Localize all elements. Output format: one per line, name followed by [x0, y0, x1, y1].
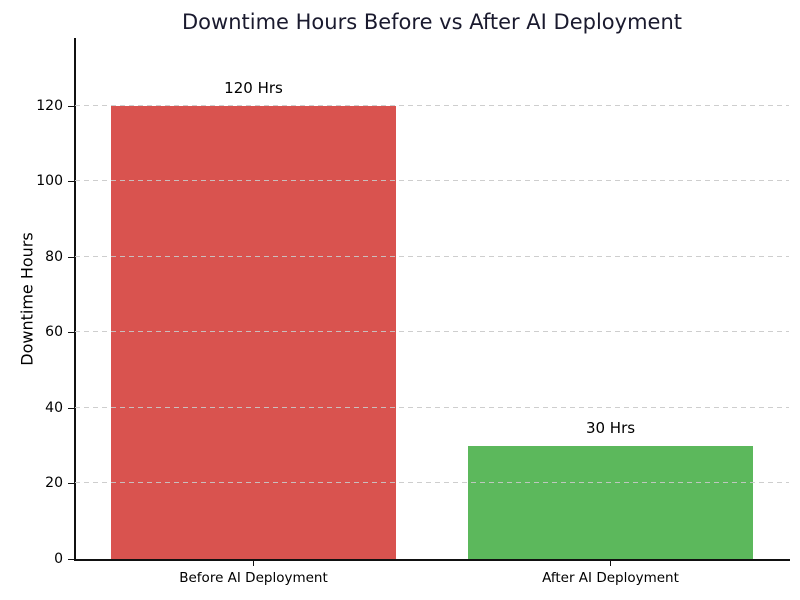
y-tick-mark: [68, 181, 74, 183]
bar-before: [110, 106, 397, 559]
chart-title: Downtime Hours Before vs After AI Deploy…: [182, 10, 682, 34]
bar-after: [467, 446, 754, 559]
x-tick-mark: [610, 561, 612, 566]
y-tick-label: 100: [36, 173, 63, 189]
x-tick-label: After AI Deployment: [542, 570, 679, 586]
y-tick-label: 120: [36, 98, 63, 114]
y-tick-mark: [68, 106, 74, 108]
gridline-y20: [75, 482, 789, 483]
gridline-y60: [75, 331, 789, 332]
x-tick-mark: [253, 561, 255, 566]
y-tick-label: 0: [54, 551, 63, 567]
bar-value-label: 30 Hrs: [585, 419, 636, 437]
y-tick-label: 20: [45, 475, 63, 491]
x-tick-label: Before AI Deployment: [179, 570, 328, 586]
y-tick-mark: [68, 257, 74, 259]
gridline-y80: [75, 256, 789, 257]
bar-value-label: 120 Hrs: [224, 79, 283, 97]
y-tick-mark: [68, 408, 74, 410]
y-tick-mark: [68, 332, 74, 334]
y-tick-label: 80: [45, 249, 63, 265]
plot-area: 120 Hrs Before AI Deployment 30 Hrs After A…: [36, 38, 789, 586]
y-tick-label: 40: [45, 400, 63, 416]
gridline-y100: [75, 180, 789, 181]
y-axis-spine: [74, 38, 76, 561]
gridline-y120: [75, 105, 789, 106]
y-tick-mark: [68, 559, 74, 561]
y-tick-label: 60: [45, 324, 63, 340]
gridline-y40: [75, 407, 789, 408]
y-tick-mark: [68, 483, 74, 485]
x-axis-spine: [74, 559, 790, 561]
